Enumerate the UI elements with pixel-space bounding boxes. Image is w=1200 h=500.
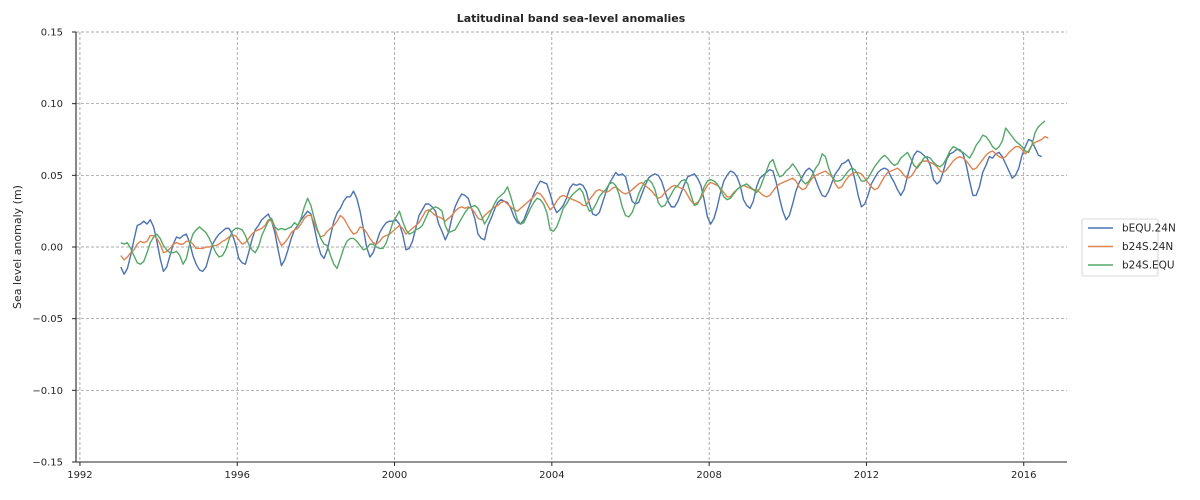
- legend-box: [1081, 218, 1159, 277]
- x-tick-label: 1992: [67, 470, 92, 481]
- x-tick-label: 1996: [225, 470, 250, 481]
- legend-label: bEQU.24N: [1122, 223, 1176, 235]
- y-tick-label: 0.00: [41, 243, 63, 254]
- x-ticks: 1992 1996 2000 2004 2008 2012 2016: [67, 462, 1036, 481]
- x-tick-label: 2008: [696, 470, 721, 481]
- y-ticks: −0.15 −0.10 −0.05 0.00 0.05 0.10 0.15: [32, 28, 76, 469]
- legend-label: b24S.EQU: [1122, 260, 1175, 272]
- grid: [76, 31, 1067, 463]
- y-axis-label: Sea level anomaly (m): [11, 185, 24, 309]
- y-tick-label: −0.05: [32, 314, 63, 325]
- chart-title: Latitudinal band sea-level anomalies: [457, 12, 686, 25]
- legend: bEQU.24N b24S.24N b24S.EQU: [1081, 218, 1176, 277]
- x-tick-label: 2004: [539, 470, 564, 481]
- x-tick-label: 2016: [1011, 470, 1036, 481]
- series-line-b24S.24N: [120, 135, 1049, 261]
- y-tick-label: −0.15: [32, 458, 63, 469]
- y-tick-label: 0.05: [41, 171, 63, 182]
- x-tick-label: 2012: [854, 470, 879, 481]
- series-line-b24S.EQU: [120, 120, 1046, 270]
- series-line-bEQU.24N: [120, 138, 1042, 275]
- y-tick-label: 0.10: [41, 99, 63, 110]
- legend-label: b24S.24N: [1122, 241, 1173, 253]
- series-lines: [120, 120, 1049, 275]
- y-tick-label: −0.10: [32, 386, 63, 397]
- y-tick-label: 0.15: [41, 28, 63, 39]
- x-tick-label: 2000: [382, 470, 407, 481]
